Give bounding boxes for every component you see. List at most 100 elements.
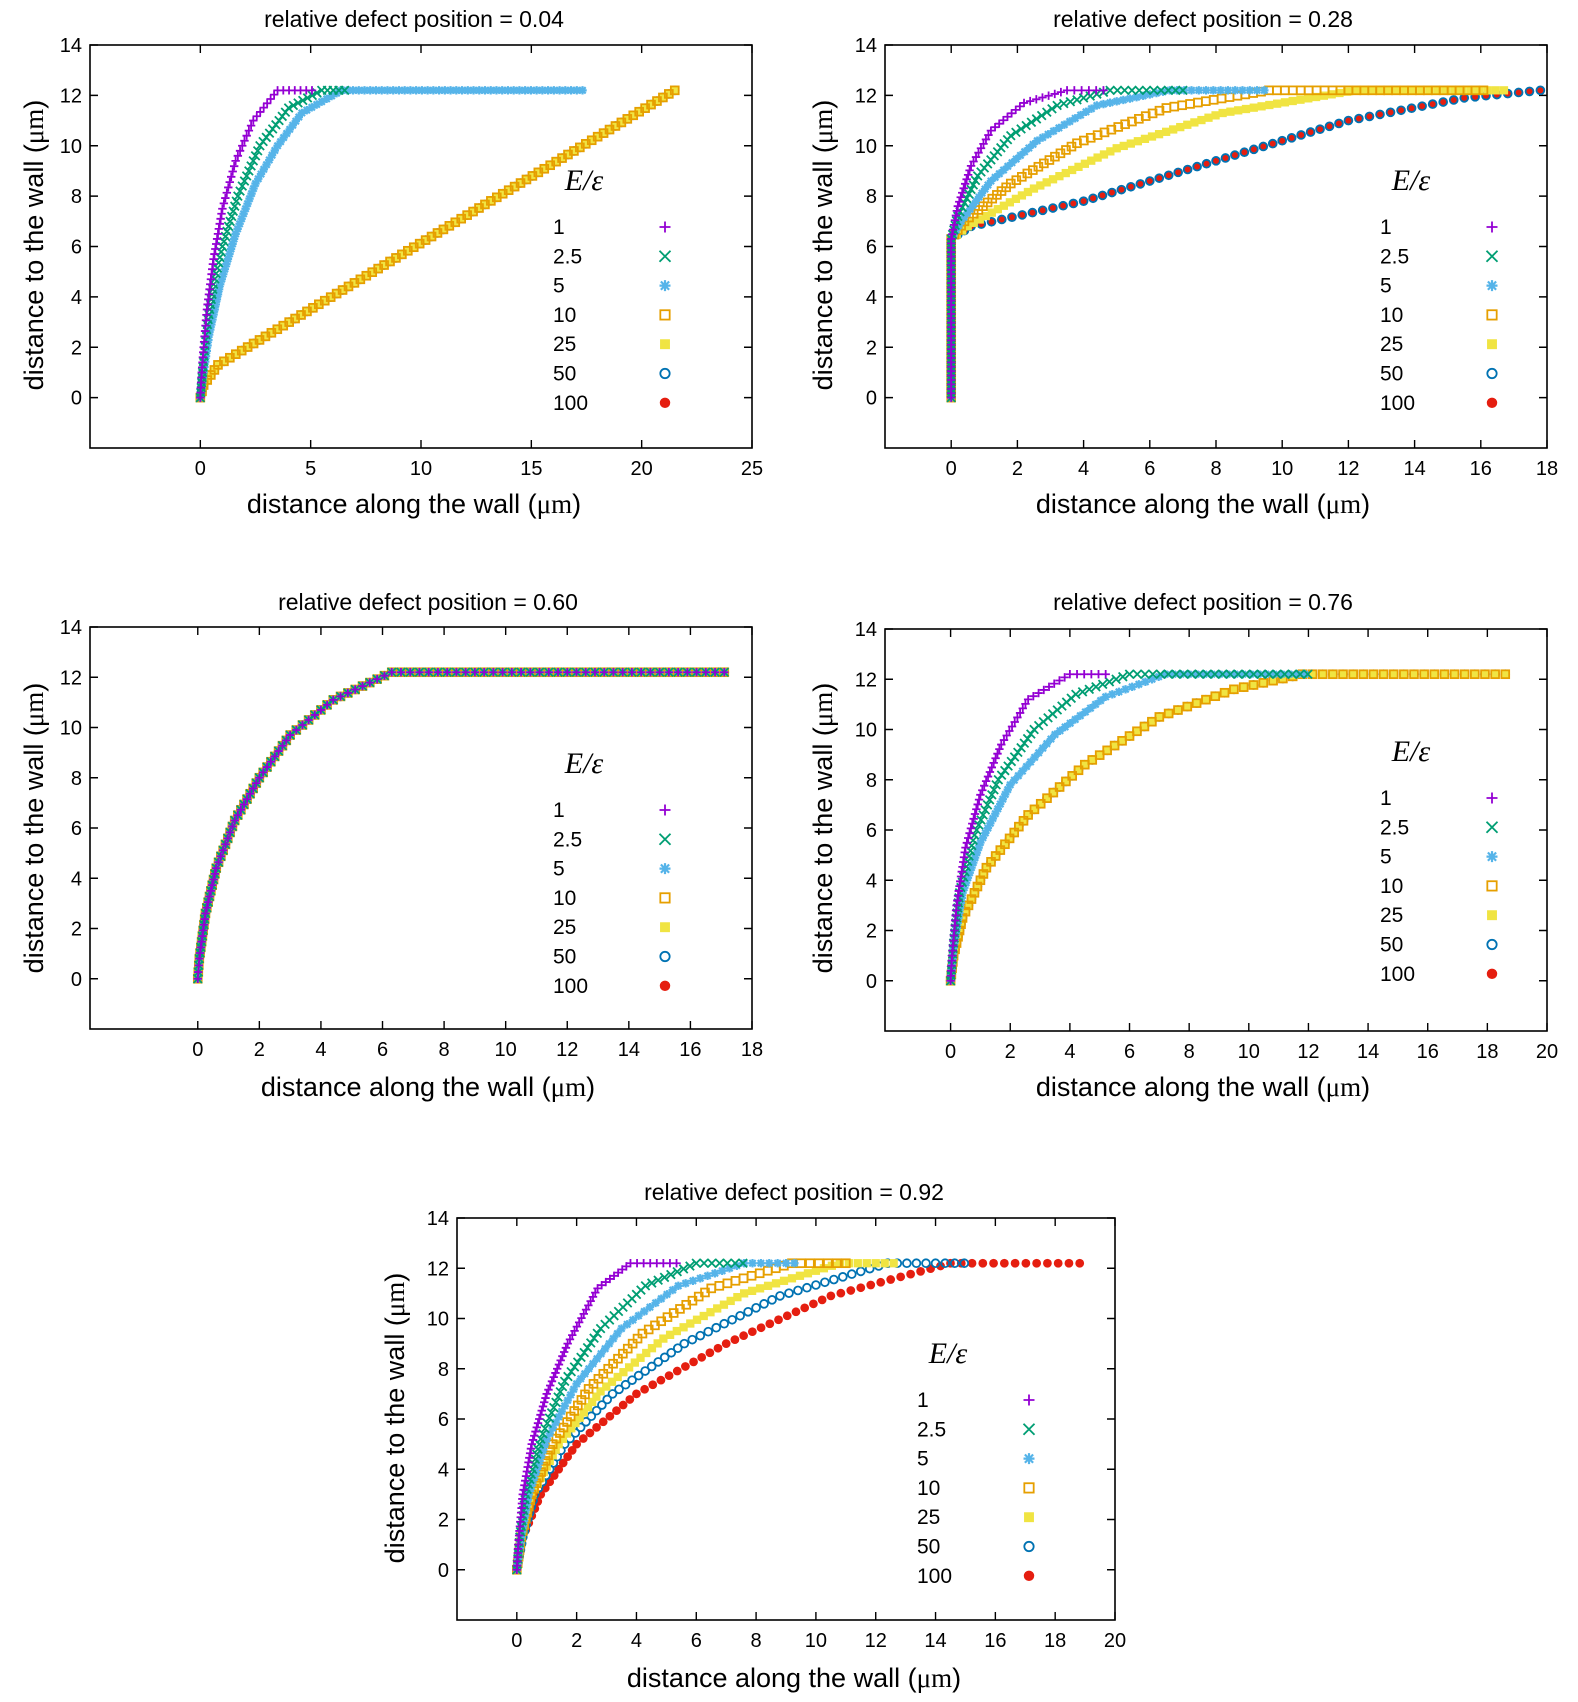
data-point — [1140, 669, 1150, 680]
data-point — [208, 880, 217, 890]
legend-label: 50 — [553, 946, 576, 969]
data-point — [673, 668, 683, 677]
data-point — [612, 1406, 621, 1415]
data-point — [930, 1258, 941, 1269]
data-point — [276, 137, 285, 146]
data-point — [317, 97, 326, 106]
data-point — [427, 232, 436, 241]
data-point — [1490, 670, 1500, 679]
data-point — [563, 1452, 573, 1462]
chart-title: relative defect position = 0.92 — [644, 1179, 944, 1205]
data-point — [1055, 676, 1064, 685]
data-point — [492, 193, 501, 202]
series-50 — [192, 667, 730, 984]
y-tick-label: 6 — [438, 1409, 449, 1431]
data-point — [599, 128, 608, 138]
data-point — [672, 1259, 681, 1268]
data-point — [1009, 752, 1020, 762]
data-point — [203, 375, 212, 385]
data-point — [613, 1353, 623, 1364]
data-point — [249, 116, 258, 125]
series-10 — [512, 1258, 851, 1575]
data-point — [1124, 669, 1135, 680]
data-point — [678, 1264, 689, 1274]
data-point — [1207, 670, 1217, 679]
data-point — [1121, 685, 1130, 694]
data-point — [811, 1266, 821, 1275]
data-point — [981, 776, 991, 786]
x-tick-label: 5 — [305, 458, 316, 480]
data-point — [1105, 98, 1115, 107]
data-point — [886, 1275, 896, 1284]
data-point — [205, 892, 214, 901]
data-point — [1097, 190, 1108, 201]
data-point — [588, 1379, 599, 1389]
data-point — [1088, 193, 1098, 203]
data-point — [670, 86, 679, 95]
data-point — [1068, 771, 1077, 780]
x-unit: μm — [1326, 489, 1361, 519]
legend-marker — [1023, 1482, 1035, 1494]
data-point — [1535, 85, 1546, 96]
data-point — [1005, 726, 1014, 736]
data-point — [993, 205, 1002, 214]
data-point — [279, 321, 288, 330]
data-point — [1064, 1258, 1074, 1268]
data-point — [385, 257, 395, 266]
data-point — [1001, 790, 1010, 799]
data-point — [1071, 689, 1081, 700]
plot-frame — [884, 44, 1548, 449]
data-point — [498, 189, 507, 198]
data-point — [1220, 688, 1229, 697]
data-point — [902, 1258, 912, 1269]
data-point — [1061, 777, 1071, 786]
legend-label: 1 — [917, 1389, 929, 1412]
data-point — [538, 1445, 548, 1455]
legend-marker — [1486, 792, 1498, 804]
data-point — [470, 668, 480, 677]
data-point — [592, 1392, 601, 1401]
data-point — [782, 1311, 792, 1321]
data-point — [1106, 124, 1117, 135]
data-point — [238, 141, 247, 150]
data-point — [978, 869, 989, 879]
data-point — [474, 203, 484, 213]
data-point — [982, 863, 991, 872]
data-point — [1019, 816, 1028, 825]
data-point — [250, 150, 261, 161]
x-tick-label: 2 — [571, 1630, 582, 1652]
data-point — [219, 270, 228, 279]
data-point — [237, 346, 246, 355]
data-point — [1067, 771, 1078, 781]
data-point — [1192, 670, 1201, 679]
y-tick-label: 12 — [427, 1258, 449, 1280]
data-point — [990, 173, 1000, 182]
data-point — [1279, 669, 1290, 680]
data-point — [1239, 683, 1248, 692]
data-point — [581, 668, 590, 677]
data-point — [233, 191, 243, 201]
data-point — [664, 1371, 674, 1380]
data-point — [1147, 132, 1157, 141]
data-point — [526, 668, 535, 677]
data-point — [640, 104, 650, 113]
data-point — [1080, 760, 1089, 769]
y-tick-label: 12 — [855, 85, 877, 107]
data-point — [1087, 104, 1096, 113]
plot-area: 0 2 4 6 8 10 12 14 16 18 20 0 2 4 6 8 10 12 14 E/ε 1 2.5 5 10 25… — [427, 1208, 1126, 1652]
y-tick-label: 6 — [866, 820, 877, 842]
data-point — [1032, 1258, 1042, 1268]
x-tick-label: 16 — [1417, 1041, 1439, 1063]
data-point — [988, 814, 998, 823]
data-point — [965, 868, 974, 877]
data-point — [611, 121, 620, 131]
data-point — [566, 1366, 577, 1377]
data-point — [231, 229, 240, 239]
data-point — [1016, 742, 1026, 753]
data-point — [1183, 165, 1192, 174]
data-point — [1053, 1258, 1063, 1268]
data-point — [223, 834, 232, 843]
data-point — [1359, 86, 1368, 95]
data-point — [1068, 199, 1078, 208]
data-point — [1354, 113, 1364, 124]
